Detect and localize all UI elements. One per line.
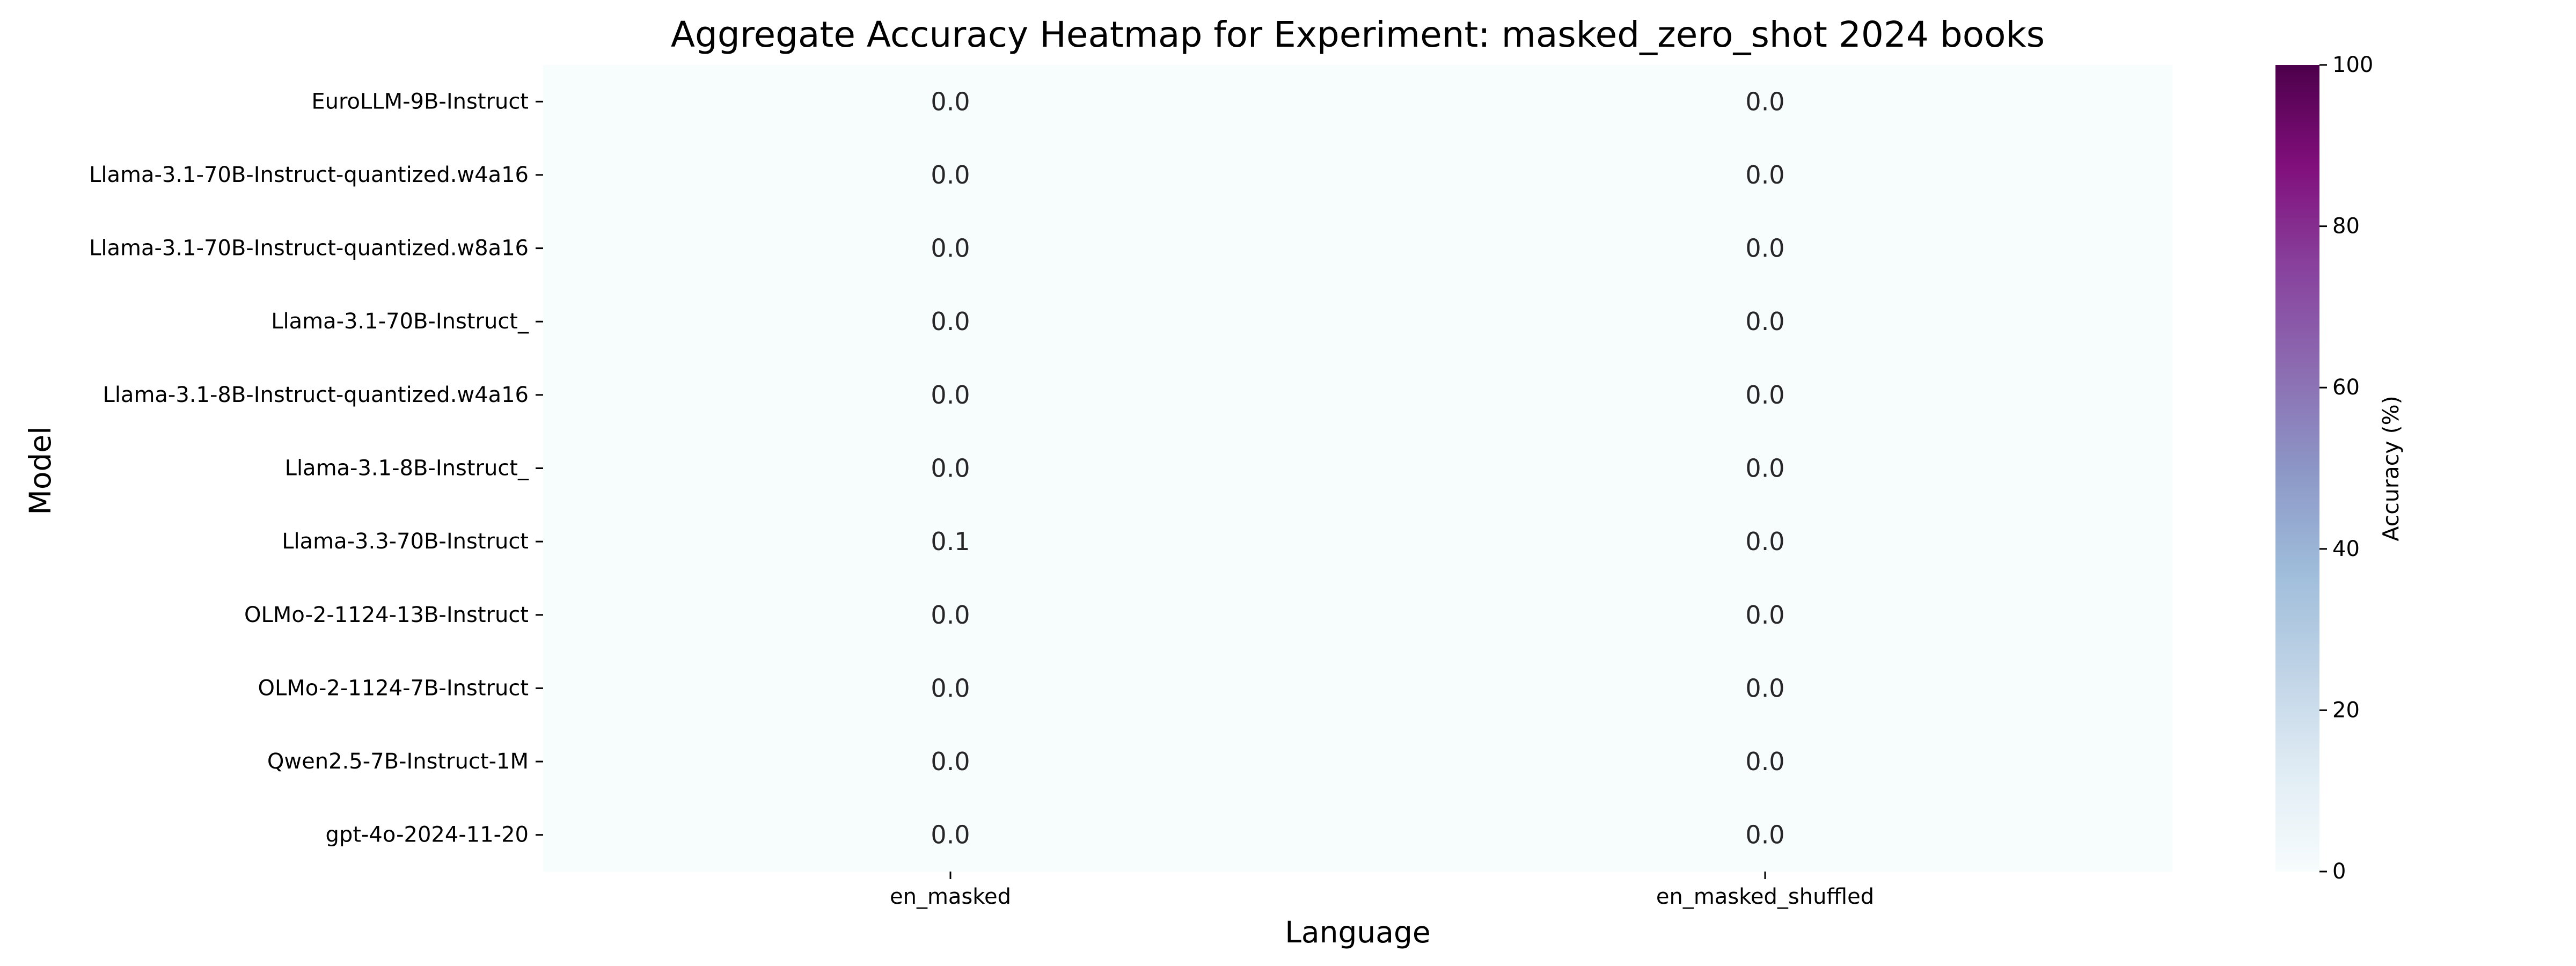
cell-value-label: 0.0 xyxy=(1745,674,1784,702)
cell-value-label: 0.0 xyxy=(931,601,970,630)
y-tick-label: Llama-3.1-70B-Instruct-quantized.w4a16 xyxy=(89,163,529,187)
heatmap-cell xyxy=(543,724,1358,799)
cell-value-label: 0.0 xyxy=(931,821,970,850)
colorbar-tick-label: 20 xyxy=(2332,698,2360,722)
cell-value-label: 0.0 xyxy=(931,87,970,116)
y-tick-label: Qwen2.5-7B-Instruct-1M xyxy=(267,749,529,774)
chart-title: Aggregate Accuracy Heatmap for Experimen… xyxy=(671,14,2045,55)
heatmap-cell xyxy=(1358,724,2173,799)
cell-value-label: 0.0 xyxy=(1745,454,1784,483)
heatmap-cells xyxy=(543,65,2173,872)
y-tick-label: OLMo-2-1124-13B-Instruct xyxy=(244,603,529,627)
cell-value-label: 0.0 xyxy=(1745,747,1784,776)
heatmap-cell xyxy=(1358,358,2173,432)
heatmap-cell xyxy=(1358,65,2173,139)
heatmap-cell xyxy=(543,431,1358,506)
cell-value-label: 0.0 xyxy=(931,160,970,189)
heatmap-cell xyxy=(1358,578,2173,652)
cell-value-label: 0.0 xyxy=(931,674,970,702)
colorbar-ticks: 0 20 40 60 80 100 xyxy=(2319,53,2373,884)
heatmap-cell xyxy=(543,284,1358,359)
colorbar xyxy=(2275,65,2319,872)
heatmap-cell xyxy=(1358,211,2173,286)
cell-value-label: 0.0 xyxy=(931,454,970,483)
cell-value-label: 0.0 xyxy=(1745,307,1784,336)
y-tick-label: EuroLLM-9B-Instruct xyxy=(311,89,529,114)
heatmap-cell xyxy=(543,578,1358,652)
y-axis-ticks: EuroLLM-9B-Instruct Llama-3.1-70B-Instruc… xyxy=(89,89,543,847)
colorbar-tick-label: 60 xyxy=(2332,375,2360,400)
y-tick-label: Llama-3.1-8B-Instruct-quantized.w4a16 xyxy=(103,383,529,407)
heatmap-cell xyxy=(1358,284,2173,359)
y-tick-label: OLMo-2-1124-7B-Instruct xyxy=(258,676,529,700)
colorbar-tick-label: 80 xyxy=(2332,214,2360,239)
heatmap-cell xyxy=(1358,138,2173,212)
colorbar-tick-label: 100 xyxy=(2332,53,2373,77)
heatmap-cell xyxy=(543,358,1358,432)
heatmap-cell xyxy=(543,211,1358,286)
y-tick-label: gpt-4o-2024-11-20 xyxy=(326,823,529,847)
cell-value-label: 0.0 xyxy=(931,234,970,263)
cell-value-label: 0.0 xyxy=(1745,87,1784,116)
heatmap-cell xyxy=(1358,431,2173,506)
cell-value-label: 0.0 xyxy=(1745,380,1784,409)
heatmap-cell xyxy=(543,504,1358,579)
x-tick-label: en_masked_shuffled xyxy=(1656,884,1874,909)
x-axis-label: Language xyxy=(1285,915,1430,949)
cell-value-label: 0.0 xyxy=(931,747,970,776)
y-tick-label: Llama-3.1-70B-Instruct_ xyxy=(271,309,529,334)
heatmap-cell xyxy=(1358,504,2173,579)
cell-value-label: 0.0 xyxy=(931,380,970,409)
heatmap-cell xyxy=(543,798,1358,872)
y-tick-label: Llama-3.3-70B-Instruct xyxy=(282,529,529,554)
colorbar-tick-label: 0 xyxy=(2332,859,2346,884)
heatmap-cell xyxy=(543,652,1358,726)
heatmap-cell xyxy=(543,138,1358,212)
cell-value-label: 0.0 xyxy=(1745,160,1784,189)
cell-value-label: 0.0 xyxy=(931,307,970,336)
heatmap-cell xyxy=(1358,652,2173,726)
colorbar-tick-label: 40 xyxy=(2332,537,2360,561)
x-tick-label: en_masked xyxy=(890,884,1011,909)
heatmap-cell xyxy=(543,65,1358,139)
y-tick-label: Llama-3.1-8B-Instruct_ xyxy=(285,456,529,481)
x-axis-ticks: en_masked en_masked_shuffled xyxy=(890,872,1874,909)
cell-annotations: 0.0 0.0 0.0 0.0 0.0 0.0 0.0 0.0 0.0 0.0 0.0 0.0 0.1 0… xyxy=(931,87,1784,849)
cell-value-label: 0.1 xyxy=(931,527,970,556)
cell-value-label: 0.0 xyxy=(1745,234,1784,263)
cell-value-label: 0.0 xyxy=(1745,601,1784,630)
heatmap-cell xyxy=(1358,798,2173,872)
cell-value-label: 0.0 xyxy=(1745,527,1784,556)
y-tick-label: Llama-3.1-70B-Instruct-quantized.w8a16 xyxy=(89,236,529,261)
cell-value-label: 0.0 xyxy=(1745,821,1784,850)
y-axis-label: Model xyxy=(23,426,57,515)
colorbar-label: Accuracy (%) xyxy=(2378,396,2404,541)
